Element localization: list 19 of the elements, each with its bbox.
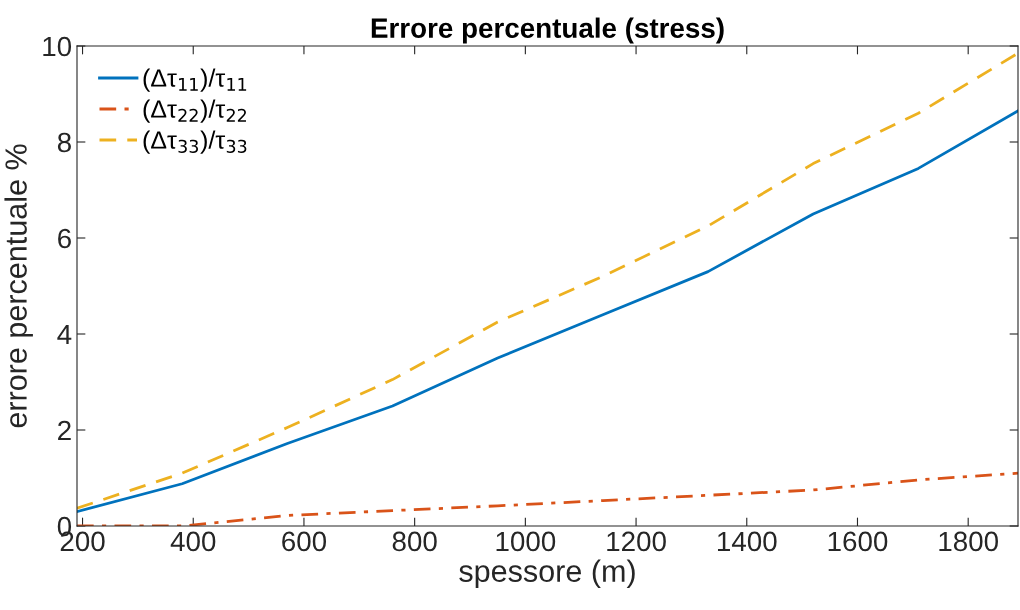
x-axis-title: spessore (m) <box>459 559 635 589</box>
legend-label: (Δτ$_{11}$)/τ$_{11}$ <box>143 68 247 92</box>
y-tick-label: 4 <box>57 324 72 345</box>
x-tick-label: 1600 <box>828 531 888 552</box>
legend-label: (Δτ$_{33}$)/τ$_{33}$ <box>143 130 247 154</box>
x-tick-label: 1200 <box>607 531 666 552</box>
chart-title: Errore percentuale (stress) <box>371 17 724 44</box>
y-tick-label: 8 <box>57 132 71 153</box>
y-axis-title: errore percentuale % <box>4 144 33 428</box>
y-tick-label: 2 <box>58 420 71 441</box>
x-tick-label: 1400 <box>717 531 777 552</box>
x-tick-label: 400 <box>170 531 216 552</box>
y-tick-label: 10 <box>43 36 72 57</box>
legend-label: (Δτ$_{22}$)/τ$_{22}$ <box>143 99 246 123</box>
y-tick-label: 6 <box>58 228 71 249</box>
x-tick-label: 800 <box>392 531 437 552</box>
x-tick-label: 1800 <box>939 531 998 552</box>
x-tick-label: 1000 <box>496 531 556 552</box>
x-tick-label: 600 <box>282 531 327 552</box>
